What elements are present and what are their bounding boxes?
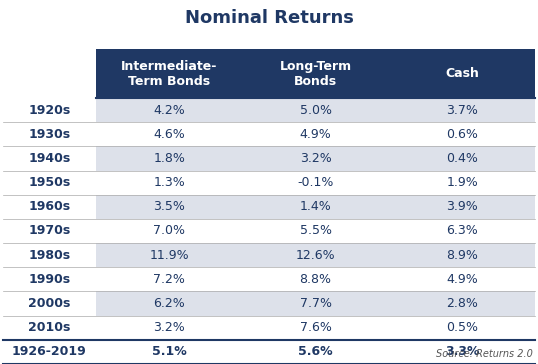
Text: 1990s: 1990s: [28, 273, 70, 286]
Text: 8.9%: 8.9%: [446, 249, 478, 262]
Text: Intermediate-
Term Bonds: Intermediate- Term Bonds: [121, 60, 217, 87]
Text: 6.2%: 6.2%: [153, 297, 185, 310]
Text: 6.3%: 6.3%: [446, 225, 478, 237]
Text: 1.4%: 1.4%: [300, 200, 331, 213]
Text: 11.9%: 11.9%: [150, 249, 189, 262]
Text: 2.8%: 2.8%: [446, 297, 478, 310]
Text: 8.8%: 8.8%: [300, 273, 331, 286]
Text: 3.3%: 3.3%: [445, 345, 479, 359]
Text: 4.2%: 4.2%: [153, 103, 185, 116]
Text: 3.7%: 3.7%: [446, 103, 478, 116]
Text: 3.5%: 3.5%: [153, 200, 185, 213]
Text: 1970s: 1970s: [28, 225, 70, 237]
Text: 1930s: 1930s: [28, 128, 70, 141]
Text: Long-Term
Bonds: Long-Term Bonds: [280, 60, 352, 87]
Text: 4.9%: 4.9%: [300, 128, 331, 141]
Text: 7.7%: 7.7%: [300, 297, 331, 310]
Text: Nominal Returns: Nominal Returns: [185, 9, 353, 27]
Text: 7.2%: 7.2%: [153, 273, 185, 286]
Text: 12.6%: 12.6%: [296, 249, 335, 262]
Text: 7.0%: 7.0%: [153, 225, 185, 237]
Text: 7.6%: 7.6%: [300, 321, 331, 334]
Text: 0.4%: 0.4%: [446, 152, 478, 165]
Text: 4.6%: 4.6%: [153, 128, 185, 141]
Text: 3.9%: 3.9%: [446, 200, 478, 213]
Text: 3.2%: 3.2%: [300, 152, 331, 165]
Text: 1.9%: 1.9%: [446, 176, 478, 189]
Text: 0.5%: 0.5%: [446, 321, 478, 334]
Text: 3.2%: 3.2%: [153, 321, 185, 334]
Text: 2000s: 2000s: [28, 297, 70, 310]
Text: 2010s: 2010s: [28, 321, 70, 334]
Text: Source: Returns 2.0: Source: Returns 2.0: [436, 349, 533, 359]
Text: Cash: Cash: [445, 67, 479, 80]
Text: 1950s: 1950s: [28, 176, 70, 189]
Text: 4.9%: 4.9%: [446, 273, 478, 286]
Text: 1.8%: 1.8%: [153, 152, 185, 165]
Text: 5.5%: 5.5%: [300, 225, 331, 237]
Text: 1960s: 1960s: [28, 200, 70, 213]
Text: 1920s: 1920s: [28, 103, 70, 116]
Text: -0.1%: -0.1%: [298, 176, 334, 189]
Text: 1980s: 1980s: [28, 249, 70, 262]
Text: 5.6%: 5.6%: [298, 345, 333, 359]
Text: 1.3%: 1.3%: [153, 176, 185, 189]
Text: 5.0%: 5.0%: [300, 103, 331, 116]
Text: 1940s: 1940s: [28, 152, 70, 165]
Text: 0.6%: 0.6%: [446, 128, 478, 141]
Text: 1926-2019: 1926-2019: [12, 345, 87, 359]
Text: 5.1%: 5.1%: [152, 345, 187, 359]
